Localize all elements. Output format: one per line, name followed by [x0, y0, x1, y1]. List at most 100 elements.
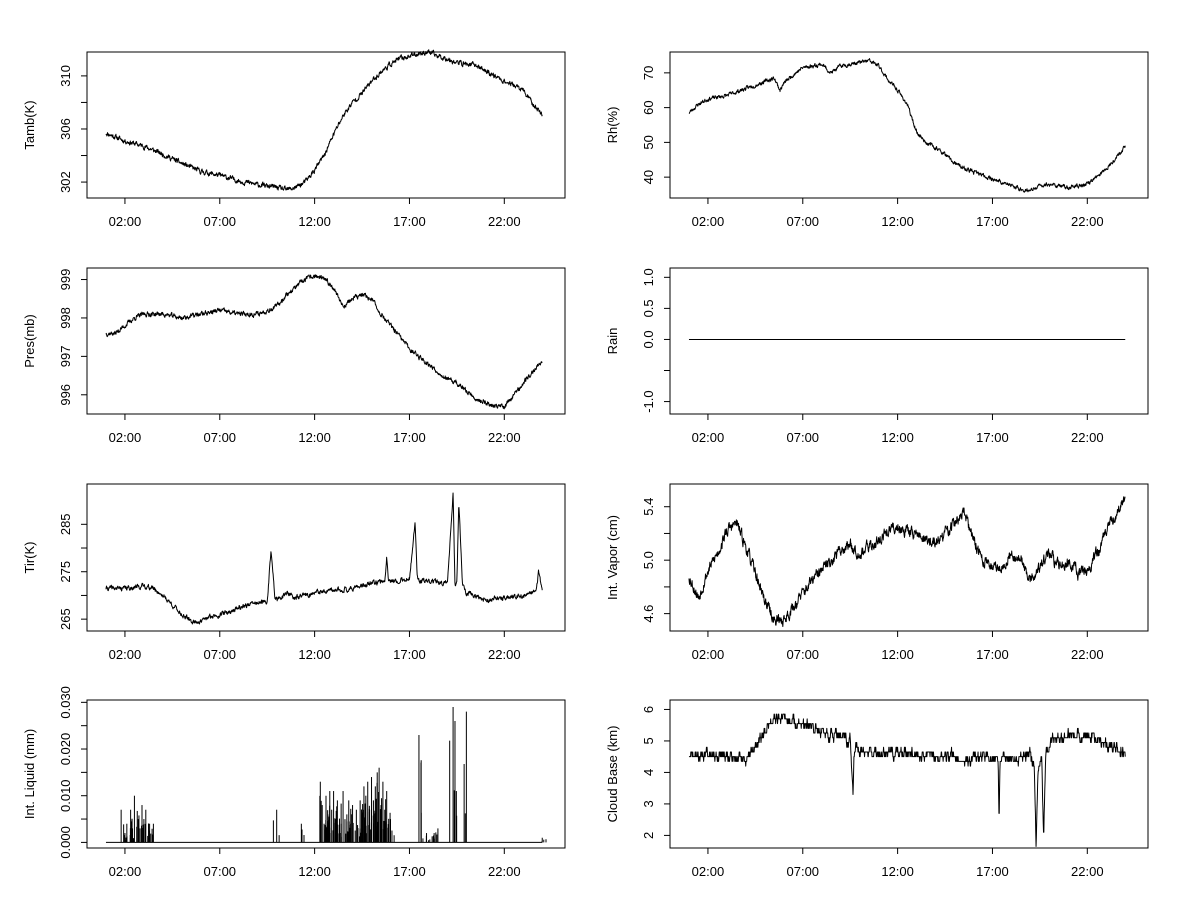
y-tick-label: 0.020 [58, 733, 73, 766]
x-tick-label: 12:00 [881, 647, 914, 662]
x-tick-label: 07:00 [204, 864, 237, 879]
panel-7: 02:00 07:00 12:00 17:00 22:00 0.000 0.010 0.020… [22, 686, 566, 879]
x-tick-label: 02:00 [692, 430, 725, 445]
x-tick-label: 22:00 [488, 430, 521, 445]
x-tick-label: 22:00 [488, 864, 521, 879]
y-tick-label: 0.000 [58, 826, 73, 859]
x-tick-label: 07:00 [204, 647, 237, 662]
series-line [688, 496, 1126, 628]
y-tick-label: 5.4 [641, 498, 656, 516]
y-tick-label: 0.5 [641, 299, 656, 317]
x-tick-label: 17:00 [976, 647, 1009, 662]
x-tick-label: 22:00 [1071, 430, 1104, 445]
plot-frame [86, 483, 566, 632]
x-tick-label: 07:00 [787, 647, 820, 662]
x-tick-label: 07:00 [787, 864, 820, 879]
x-tick-label: 17:00 [976, 430, 1009, 445]
x-tick-label: 17:00 [393, 214, 426, 229]
y-axis-title: Tamb(K) [22, 100, 37, 149]
plot-frame [669, 267, 1149, 415]
y-tick-label: 275 [58, 561, 73, 583]
y-tick-label: 0.030 [58, 686, 73, 719]
y-tick-label: 999 [58, 269, 73, 291]
y-axis-title: Int. Vapor (cm) [605, 515, 620, 600]
y-tick-label: 5.0 [641, 551, 656, 569]
x-tick-label: 17:00 [393, 430, 426, 445]
y-tick-label: 302 [58, 171, 73, 193]
y-tick-label: 306 [58, 118, 73, 140]
x-tick-label: 07:00 [204, 214, 237, 229]
x-tick-label: 02:00 [692, 647, 725, 662]
y-tick-label: 4 [641, 769, 656, 776]
x-tick-label: 12:00 [298, 214, 331, 229]
y-tick-label: 50 [641, 135, 656, 149]
x-tick-label: 17:00 [393, 864, 426, 879]
x-tick-label: 22:00 [1071, 214, 1104, 229]
plot-frame [669, 483, 1149, 632]
x-tick-label: 12:00 [298, 430, 331, 445]
x-tick-label: 12:00 [881, 430, 914, 445]
y-axis-title: Rain [605, 328, 620, 355]
panel-4: 02:00 07:00 12:00 17:00 22:00 -1.0 0.0 0.5 1.0 Ra… [605, 267, 1149, 445]
panel-1: 02:00 07:00 12:00 17:00 22:00 302 306 310 Tamb(K… [22, 49, 566, 229]
y-tick-label: 40 [641, 170, 656, 184]
panel-2: 02:00 07:00 12:00 17:00 22:00 40 50 60 70 Rh(%) [605, 51, 1149, 229]
y-tick-label: 310 [58, 65, 73, 87]
x-tick-label: 12:00 [881, 214, 914, 229]
x-tick-label: 22:00 [488, 214, 521, 229]
panel-6: 02:00 07:00 12:00 17:00 22:00 4.6 5.0 5.4 Int. V… [605, 483, 1149, 662]
y-tick-label: 998 [58, 307, 73, 329]
y-axis-title: Cloud Base (km) [605, 726, 620, 823]
panel-8: 02:00 07:00 12:00 17:00 22:00 2 3 4 5 6 Cloud Base… [605, 699, 1149, 879]
y-tick-label: 265 [58, 608, 73, 630]
y-axis-title: Pres(mb) [22, 314, 37, 367]
plot-frame [86, 699, 566, 849]
y-tick-label: 4.6 [641, 605, 656, 623]
y-tick-label: 3 [641, 800, 656, 807]
panel-5: 02:00 07:00 12:00 17:00 22:00 265 275 285 Tir(K) [22, 483, 566, 662]
plot-frame [669, 51, 1149, 199]
y-tick-label: 2 [641, 832, 656, 839]
x-tick-label: 07:00 [787, 430, 820, 445]
y-tick-label: 70 [641, 66, 656, 80]
x-tick-label: 07:00 [787, 214, 820, 229]
x-tick-label: 02:00 [692, 214, 725, 229]
x-tick-label: 07:00 [204, 430, 237, 445]
series-line [105, 49, 543, 191]
y-tick-label: 6 [641, 706, 656, 713]
series-line [688, 713, 1126, 847]
plot-frame [669, 699, 1149, 849]
y-tick-label: 5 [641, 737, 656, 744]
x-tick-label: 12:00 [881, 864, 914, 879]
plot-frame [86, 51, 566, 199]
series-line [105, 492, 543, 625]
x-tick-label: 17:00 [976, 214, 1009, 229]
x-tick-label: 02:00 [109, 430, 142, 445]
y-tick-label: 997 [58, 346, 73, 368]
y-tick-label: 60 [641, 100, 656, 114]
x-tick-label: 22:00 [488, 647, 521, 662]
x-tick-label: 17:00 [393, 647, 426, 662]
y-axis-title: Rh(%) [605, 107, 620, 144]
x-tick-label: 22:00 [1071, 647, 1104, 662]
x-tick-label: 02:00 [109, 647, 142, 662]
series-line [688, 58, 1126, 193]
x-tick-label: 17:00 [976, 864, 1009, 879]
x-tick-label: 02:00 [109, 214, 142, 229]
plot-frame [86, 267, 566, 415]
series-line [105, 274, 543, 410]
y-tick-label: 0.0 [641, 330, 656, 348]
x-tick-label: 12:00 [298, 647, 331, 662]
panel-3: 02:00 07:00 12:00 17:00 22:00 996 997 998 999 Pre… [22, 267, 566, 445]
x-tick-label: 22:00 [1071, 864, 1104, 879]
y-axis-title: Tir(K) [22, 541, 37, 573]
y-tick-label: 285 [58, 513, 73, 535]
x-tick-label: 02:00 [109, 864, 142, 879]
y-axis-title: Int. Liquid (mm) [22, 729, 37, 819]
y-tick-label: -1.0 [641, 390, 656, 412]
y-tick-label: 1.0 [641, 268, 656, 286]
x-tick-label: 02:00 [692, 864, 725, 879]
y-tick-label: 996 [58, 384, 73, 406]
y-tick-label: 0.010 [58, 779, 73, 812]
